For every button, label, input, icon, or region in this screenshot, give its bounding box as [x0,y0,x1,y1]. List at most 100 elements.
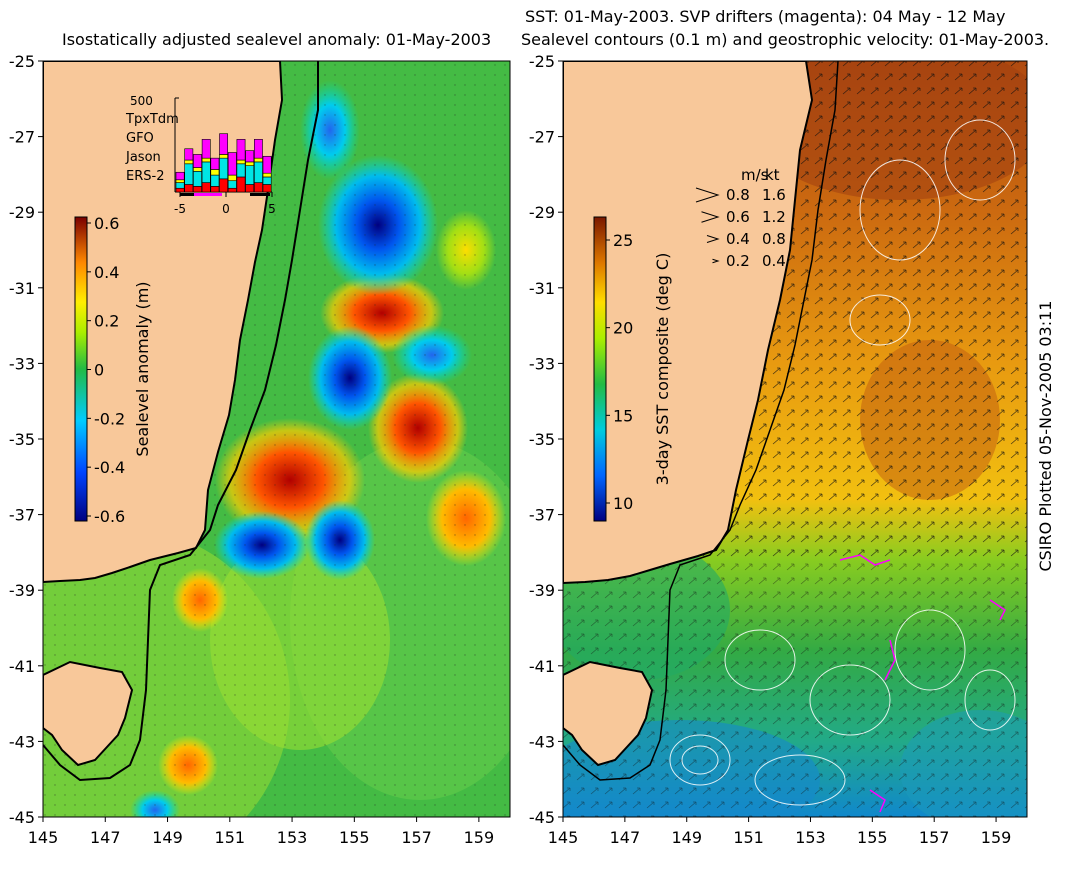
right-x-tick-label: 149 [671,828,702,847]
inset-bar-segment-gfo [254,182,263,193]
speed-legend-kt-value: 1.2 [762,208,786,226]
inset-x-tick-label: 5 [268,202,276,216]
inset-date-bar-future [250,193,270,196]
inset-bar-segment-ers-2 [210,174,220,187]
inset-bar-segment-tpxtdm [245,150,255,163]
left-map-title: Isostatically adjusted sealevel anomaly:… [62,30,492,49]
inset-bar-segment-ers-2 [193,171,202,187]
velocity-speed-legend: m/s kt 0.8 1.6 0.6 1.2 0.4 0.8 0.2 0.4 [695,166,786,270]
inset-bar-segment-gfo [227,187,237,193]
left-x-tick-label: 153 [277,828,308,847]
inset-bar-segment-tpxtdm [210,157,220,170]
inset-bar-segment-ers-2 [227,180,237,189]
left-y-tick-label: -35 [9,430,35,449]
inset-x-tick-label: -5 [174,202,186,216]
inset-legend-gfo: GFO [126,131,154,146]
right-y-tick-label: -25 [529,52,555,71]
inset-x-tick-label: 0 [222,202,230,216]
inset-ymax-label: 500 [130,94,153,108]
sealevel-contours [669,119,1016,806]
right-map-panel [563,61,1027,817]
inset-bar-segment-tpxtdm [219,133,228,155]
inset-bar-segment-jason [210,169,220,176]
inset-bar-segment-jason [175,179,185,183]
anomaly-colorbar-tick-label: 0.6 [94,214,119,233]
right-y-tick-label: -41 [529,657,555,676]
inset-bar-segment-tpxtdm [254,139,263,159]
inset-bar-segment-jason [201,157,211,163]
speed-legend-header-kt: kt [765,166,780,184]
right-x-tick-label: 157 [919,828,950,847]
left-x-axis: 145 147 149 151 153 155 157 159 [28,817,494,847]
sst-colorbar-tick-label: 15 [613,406,633,425]
inset-bar-segment-gfo [201,182,211,193]
inset-bar-segment-ers-2 [245,165,255,185]
speed-legend-header-ms: m/s [741,166,769,184]
sst-colorbar: 25 20 15 10 3-day SST composite (deg C) [593,216,672,522]
inset-bar-segment-jason [219,154,228,159]
sst-colorbar-label: 3-day SST composite (deg C) [653,253,672,486]
inset-bar-segment-ers-2 [254,161,263,183]
inset-bar-segment-gfo [175,187,185,193]
left-map-panel [43,61,510,817]
right-x-tick-label: 159 [981,828,1012,847]
left-y-axis: -25 -27 -29 -31 -33 -35 -37 -39 -41 -43 -45 [9,52,43,827]
inset-bar-segment-jason [245,161,255,166]
inset-bar-segment-gfo [184,184,194,193]
anomaly-colorbar-tick-label: -0.6 [94,507,125,526]
anomaly-colorbar-label: Sealevel anomaly (m) [133,281,152,456]
inset-bar-segment-gfo [193,186,202,193]
right-y-tick-label: -29 [529,203,555,222]
left-y-tick-label: -43 [9,732,35,751]
inset-legend-ers-2: ERS-2 [126,169,164,184]
right-y-tick-label: -39 [529,581,555,600]
inset-bar-segment-ers-2 [175,182,185,189]
left-y-tick-label: -45 [9,808,35,827]
inset-bar-segment-tpxtdm [184,148,194,161]
speed-legend-arrow [695,187,720,203]
inset-date-bar-past [180,193,194,196]
left-x-tick-label: 155 [339,828,370,847]
speed-legend-kt-value: 0.8 [762,230,786,248]
inset-bar-segment-tpxtdm [193,154,202,168]
left-x-tick-label: 147 [90,828,121,847]
left-x-tick-label: 149 [152,828,183,847]
left-x-tick-label: 151 [215,828,246,847]
inset-bar-segment-ers-2 [262,176,272,185]
anomaly-colorbar-tick-label: 0.4 [94,263,119,282]
inset-bar-segment-jason [184,159,194,165]
inset-bar-segment-jason [236,159,246,165]
speed-legend-kt-value: 0.4 [762,252,786,270]
inset-bar-segment-gfo [210,186,220,193]
shelf-edge-contour-left [43,61,319,782]
right-y-tick-label: -33 [529,354,555,373]
speed-legend-ms-value: 0.6 [726,208,750,226]
sst-colorbar-tick-label: 10 [613,494,633,513]
inset-date-bar-window [194,193,222,196]
inset-bar-segment-jason [254,157,263,163]
speed-legend-ms-value: 0.4 [726,230,750,248]
right-x-tick-label: 145 [548,828,579,847]
right-y-tick-label: -31 [529,279,555,298]
inset-bar-segment-gfo [236,176,246,193]
anomaly-colorbar-tick-label: -0.2 [94,409,125,428]
right-y-tick-label: -43 [529,732,555,751]
sst-colorbar-tick-label: 25 [613,231,633,250]
right-map-title-line1: SST: 01-May-2003. SVP drifters (magenta)… [525,7,1006,26]
right-x-tick-label: 151 [733,828,764,847]
anomaly-colorbar-tick-label: 0.2 [94,312,119,331]
right-y-axis: -25 -27 -29 -31 -33 -35 -37 -39 -41 -43 -45 [529,52,563,827]
right-y-tick-label: -35 [529,430,555,449]
right-map-title-line2: Sealevel contours (0.1 m) and geostrophi… [521,30,1050,49]
inset-bar-segment-tpxtdm [262,155,272,174]
tasmania-left [43,660,134,767]
left-y-tick-label: -39 [9,581,35,600]
inset-bar-segment-ers-2 [219,157,228,180]
left-y-tick-label: -25 [9,52,35,71]
right-y-tick-label: -27 [529,128,555,147]
inset-bar-segment-tpxtdm [236,139,246,161]
speed-legend-kt-value: 1.6 [762,186,786,204]
australia-mainland-right [563,61,814,585]
tasmania-right [563,660,654,767]
